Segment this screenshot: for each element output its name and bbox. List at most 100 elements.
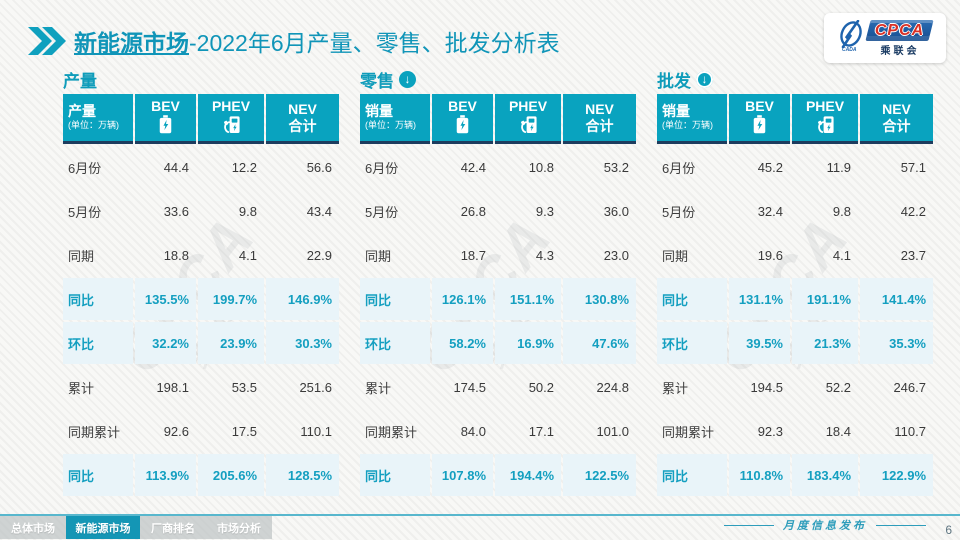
cell-value: 9.8 [832,203,851,219]
cell-value: 9.8 [238,203,257,219]
cell-value: 36.0 [603,203,629,219]
page-title-rest: -2022年6月产量、零售、批发分析表 [189,30,560,56]
col-header-phev: PHEV [495,94,561,144]
row-label: 6月份 [662,160,696,176]
cell-value: 4.3 [535,247,554,263]
phev-charger-icon [816,115,835,137]
row-label: 6月份 [365,160,399,176]
cell-value: 128.5% [266,454,339,496]
col-header-bev: BEV [432,94,493,144]
col-header-bev: BEV [729,94,790,144]
cell-value: 18.7 [460,247,486,263]
cell-value: 101.0 [596,423,629,439]
cell-value: 183.4% [792,454,858,496]
row-label: 累计 [365,380,392,396]
cell-value: 32.4 [757,203,783,219]
unit-label: (单位：万辆) [365,119,416,130]
col-header-phev: PHEV [792,94,858,144]
footer-tabbar: 总体市场 新能源市场 厂商排名 市场分析 [0,516,272,539]
cell-value: 30.3% [266,322,339,364]
row-label: 同期累计 [68,424,121,440]
cell-value: 113.9% [135,454,196,496]
footer-divider-line [0,514,960,516]
tables-region: 产量 ↓ CPCA 乘联会 产量 (单位：万辆) BEV [63,66,933,496]
page-title-emphasis: 新能源市场 [74,30,189,56]
cell-value: 4.1 [832,247,851,263]
row-label: 同比 [657,454,727,496]
cell-value: 17.1 [528,423,554,439]
cell-value: 58.2% [432,322,493,364]
cell-value: 199.7% [198,278,264,320]
footer-tab[interactable]: 总体市场 [0,516,66,539]
down-arrow-circle-icon: ↓ [399,70,416,88]
table-corner-header: 销量 (单位：万辆) [657,94,727,144]
footer-tab[interactable]: 新能源市场 [66,516,140,539]
cell-value: 194.4% [495,454,561,496]
cell-value: 84.0 [460,423,486,439]
row-label: 累计 [662,380,689,396]
phev-charger-icon [222,115,241,137]
cell-value: 23.0 [603,247,629,263]
cpca-acronym: CPCA [875,21,925,39]
cell-value: 141.4% [860,278,933,320]
cell-value: 11.9 [826,159,851,175]
cell-value: 33.6 [163,203,189,219]
cell-value: 52.2 [825,379,851,395]
cpca-logo: CADA CPCA 乘联会 [824,13,946,63]
cpca-swoosh-icon: CADA [838,19,864,57]
row-label: 5月份 [68,204,102,220]
bev-battery-icon [753,115,766,137]
cell-value: 42.2 [900,203,926,219]
cell-value: 131.1% [729,278,790,320]
cell-value: 4.1 [238,247,257,263]
col-header-phev: PHEV [198,94,264,144]
cell-value: 45.2 [757,159,783,175]
row-label: 同比 [360,454,430,496]
row-label: 同比 [63,278,133,320]
cell-value: 10.8 [528,159,554,175]
cell-value: 23.7 [900,247,926,263]
row-label: 累计 [68,380,95,396]
nev-table: 销量 (单位：万辆) BEV PHEV [360,94,636,496]
cell-value: 18.8 [163,247,189,263]
cell-value: 18.4 [825,423,851,439]
cell-value: 39.5% [729,322,790,364]
cell-value: 22.9 [306,247,332,263]
col-header-bev: BEV [135,94,196,144]
bev-battery-icon [159,115,172,137]
section-title: 产量 [63,71,97,91]
cell-value: 151.1% [495,278,561,320]
unit-label: (单位：万辆) [68,119,119,130]
cell-value: 110.8% [729,454,790,496]
analysis-table-block: 批发 ↓ CPCA 乘联会 销量 (单位：万辆) BEV [657,66,933,496]
down-arrow-circle-icon: ↓ [696,70,713,88]
phev-charger-icon [519,115,538,137]
row-label: 环比 [63,322,133,364]
row-label: 同期 [662,248,689,264]
cell-value: 26.8 [460,203,486,219]
row-label: 同期累计 [662,424,715,440]
cell-value: 107.8% [432,454,493,496]
cell-value: 47.6% [563,322,636,364]
cell-value: 17.5 [231,423,257,439]
cell-value: 42.4 [460,159,486,175]
cell-value: 174.5 [453,379,486,395]
cell-value: 92.3 [757,423,783,439]
row-label: 同期 [365,248,392,264]
row-label: 同比 [63,454,133,496]
cell-value: 110.1 [300,423,332,439]
cell-value: 251.6 [299,379,332,395]
cell-value: 194.5 [750,379,783,395]
cpca-plate: CPCA [865,19,935,41]
col-header-nev: NEV 合计 [563,94,636,144]
footer-tab[interactable]: 厂商排名 [140,516,206,539]
cell-value: 146.9% [266,278,339,320]
footer-tab[interactable]: 市场分析 [206,516,272,539]
cell-value: 53.5 [231,379,257,395]
table-corner-header: 产量 (单位：万辆) [63,94,133,144]
row-label: 同期 [68,248,95,264]
cell-value: 50.2 [528,379,554,395]
cell-value: 53.2 [603,159,629,175]
row-label: 同比 [360,278,430,320]
